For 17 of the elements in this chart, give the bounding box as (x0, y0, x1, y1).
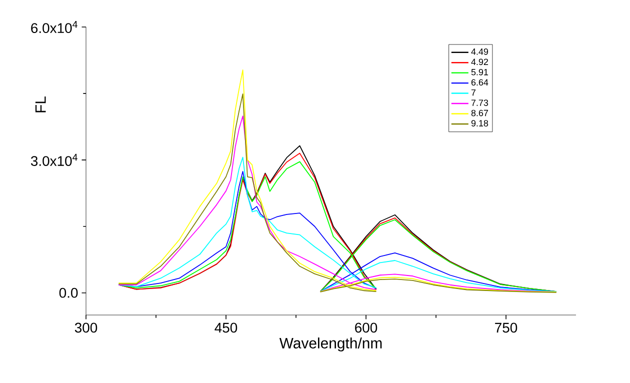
x-tick-label: 600 (355, 322, 378, 333)
legend-label: 4.92 (471, 58, 488, 66)
y-tick-label: 6.0x10$^{4}$ (31, 20, 78, 34)
legend-label: 7 (471, 89, 476, 96)
legend-label: 7.73 (471, 100, 488, 106)
x-tick-label: 750 (495, 322, 518, 333)
legend-label: 4.49 (471, 48, 488, 55)
legend-label: 6.64 (471, 79, 488, 86)
y-tick-label: 0.0 (59, 288, 78, 298)
x-tick-label: 450 (214, 322, 238, 333)
legend-label: 8.67 (471, 110, 488, 116)
legend-label: 9.18 (471, 120, 488, 126)
x-tick-label: 300 (74, 322, 98, 333)
y-axis-title: FL (35, 96, 46, 112)
x-axis-title: Wavelength/nm (279, 337, 382, 352)
y-tick-label: 3.0x10$^{4}$ (30, 154, 78, 166)
legend-label: 5.91 (471, 68, 488, 76)
